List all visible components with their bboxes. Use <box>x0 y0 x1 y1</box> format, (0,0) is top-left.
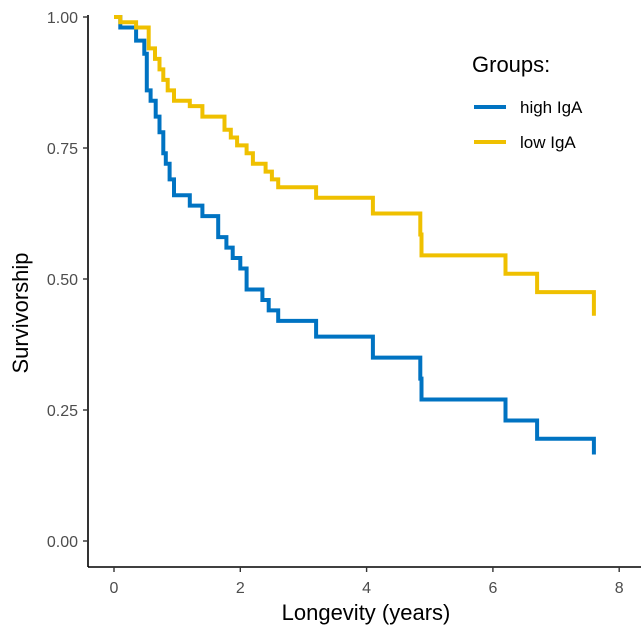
survival-curve-high-iga <box>114 15 596 455</box>
y-tick-label: 0.25 <box>47 403 78 420</box>
y-axis-title: Survivorship <box>8 252 33 373</box>
survival-curve-low-iga <box>114 15 596 316</box>
legend: Groups: high IgA low IgA <box>472 52 583 152</box>
x-axis-ticks: 0 2 4 6 8 <box>110 567 624 597</box>
y-tick-label: 0.75 <box>47 141 78 158</box>
y-axis-ticks: 0.00 0.25 0.50 0.75 1.00 <box>47 10 88 551</box>
x-axis-title: Longevity (years) <box>282 600 451 625</box>
legend-label-high-iga: high IgA <box>520 98 583 117</box>
y-tick-label: 1.00 <box>47 10 78 27</box>
legend-title: Groups: <box>472 52 550 77</box>
y-tick-label: 0.00 <box>47 534 78 551</box>
survival-curves <box>114 15 596 455</box>
x-tick-label: 6 <box>488 580 497 597</box>
y-tick-label: 0.50 <box>47 272 78 289</box>
x-tick-label: 8 <box>615 580 624 597</box>
x-tick-label: 4 <box>362 580 371 597</box>
x-tick-label: 0 <box>110 580 119 597</box>
legend-label-low-iga: low IgA <box>520 133 576 152</box>
x-tick-label: 2 <box>236 580 245 597</box>
